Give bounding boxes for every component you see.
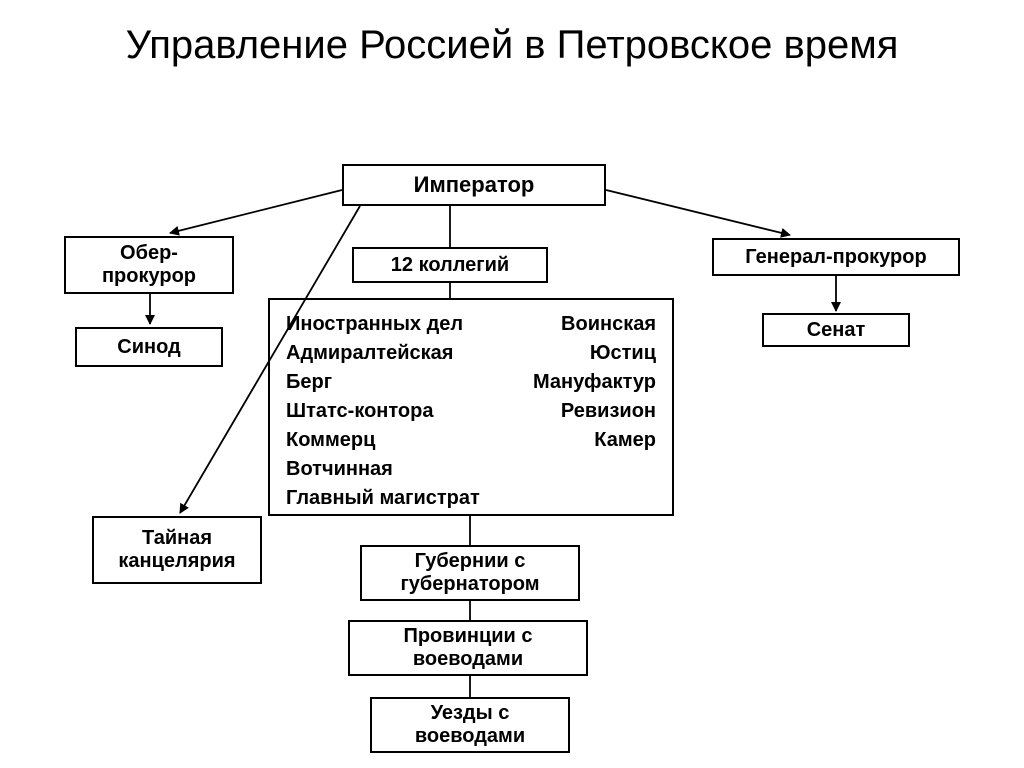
page-title: Управление Россией в Петровское время bbox=[0, 22, 1024, 68]
node-secret: Тайная канцелярия bbox=[92, 516, 262, 584]
collegia-list-box: Иностранных делАдмиралтейскаяБергШтатс-к… bbox=[268, 298, 674, 516]
node-ober: Обер- прокурор bbox=[64, 236, 234, 294]
node-genprok: Генерал-прокурор bbox=[712, 238, 960, 276]
edge-emperor-right bbox=[606, 190, 790, 235]
node-colls12: 12 коллегий bbox=[352, 247, 548, 283]
node-synod: Синод bbox=[75, 327, 223, 367]
collegia-right-column: ВоинскаяЮстицМануфактурРевизионКамер bbox=[533, 310, 656, 504]
node-uezd: Уезды с воеводами bbox=[370, 697, 570, 753]
node-senate: Сенат bbox=[762, 313, 910, 347]
node-provinc: Провинции с воеводами bbox=[348, 620, 588, 676]
diagram-canvas: Управление Россией в Петровское время Им… bbox=[0, 0, 1024, 768]
collegia-left-column: Иностранных делАдмиралтейскаяБергШтатс-к… bbox=[286, 310, 480, 504]
edge-emperor-left bbox=[170, 190, 342, 233]
node-gubern: Губернии с губернатором bbox=[360, 545, 580, 601]
node-emperor: Император bbox=[342, 164, 606, 206]
